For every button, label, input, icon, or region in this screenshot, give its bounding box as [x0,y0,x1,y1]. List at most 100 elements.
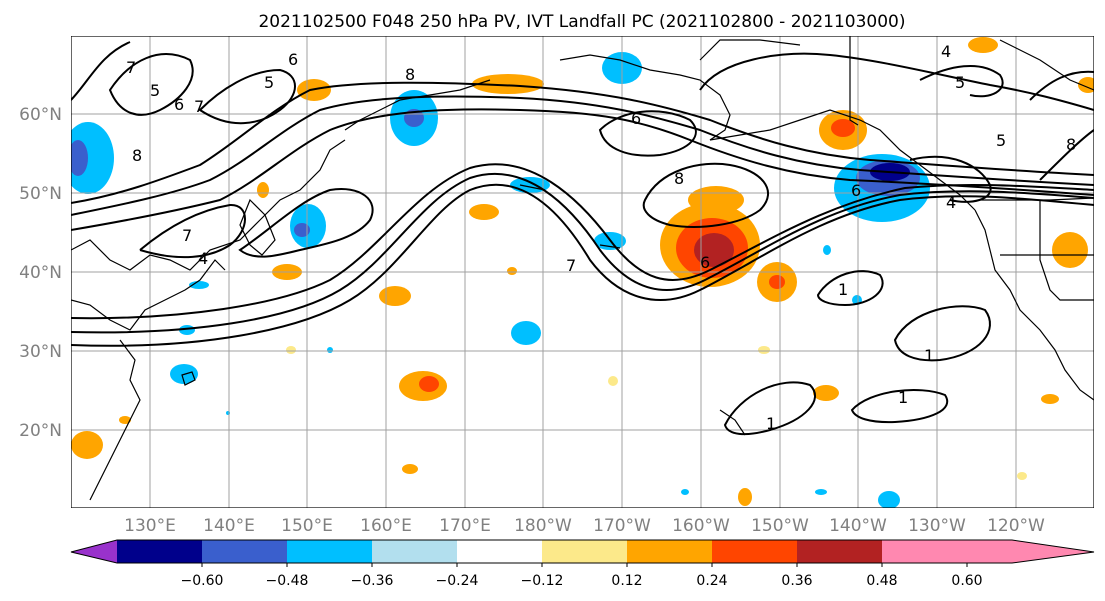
anomaly-negative [327,347,333,353]
contour-label: 1 [766,414,776,433]
contour-label: 5 [955,73,965,92]
lon-label: 170°W [593,516,651,536]
anomaly-negative [878,491,900,508]
colorbar-segment [287,540,372,563]
anomaly-positive [758,346,770,354]
anomaly-positive [1017,472,1027,480]
contour-label: 4 [198,249,208,268]
lon-label: 160°E [360,516,412,536]
map-panel: 7 5 6 7 5 6 8 8 6 8 7 4 7 6 6 4 5 8 4 5 … [71,36,1094,508]
contour-label: 1 [924,346,934,365]
anomaly-negative [71,122,114,194]
contour-label: 5 [150,81,160,100]
contour-label: 4 [941,42,951,61]
anomaly-positive [813,385,839,401]
anomaly-positive [769,275,785,289]
colorbar-tick-label: 0.12 [611,573,642,589]
colorbar-tick-label: 0.36 [781,573,812,589]
colorbar-segment [117,540,202,563]
contour-label: 7 [566,256,576,275]
anomaly-positive [507,267,517,275]
colorbar-tick-label: −0.48 [266,573,309,589]
lon-label: 120°W [987,516,1045,536]
contour-label: 7 [182,226,192,245]
colorbar-segment [202,540,287,563]
anomaly-positive [379,286,411,306]
anomaly-positive [1078,77,1094,93]
lat-label: 40°N [19,263,62,283]
colorbar-segment [627,540,712,563]
pv-contours [71,41,1094,436]
colorbar-segment [882,540,1012,563]
contour-label: 7 [194,97,204,116]
anomaly-positive [694,233,734,267]
coastlines [71,36,1094,501]
lon-label: 180°W [514,516,572,536]
lon-label: 150°W [751,516,809,536]
lon-label: 130°E [124,516,176,536]
anomaly-negative [511,321,541,345]
lon-label: 130°W [908,516,966,536]
anomaly-positive [831,119,855,137]
colorbar-segment [457,540,542,563]
contour-label: 6 [851,181,861,200]
anomaly-negative [294,223,310,237]
lat-label: 20°N [19,421,62,441]
anomaly-positive [286,346,296,354]
lon-label: 140°E [203,516,255,536]
lon-label: 170°E [439,516,491,536]
anomaly-positive [1041,394,1059,404]
anomaly-positive [472,74,544,94]
colorbar-tick-label: −0.12 [521,573,564,589]
contour-label: 8 [132,146,142,165]
anomaly-positive [968,37,998,53]
colorbar-tick-label: −0.36 [351,573,394,589]
colorbar-segment [797,540,882,563]
colorbar-tick-label: 0.24 [696,573,727,589]
lat-label: 30°N [19,342,62,362]
colorbar-tick-label: −0.24 [436,573,479,589]
anomaly-negative [189,281,209,289]
contour-label: 7 [126,58,136,77]
anomaly-negative [815,489,827,495]
colorbar-outline [70,539,1095,564]
contour-label: 8 [405,65,415,84]
anomaly-positive [1052,232,1088,268]
lon-label: 150°E [281,516,333,536]
contour-label: 6 [700,253,710,272]
anomaly-negative [681,489,689,495]
contour-label: 5 [996,131,1006,150]
colorbar-extension-high [1012,540,1094,563]
contour-label: 8 [1066,135,1076,154]
lon-label: 160°W [672,516,730,536]
contour-label: 5 [264,73,274,92]
colorbar-tick-label: 0.48 [866,573,897,589]
anomaly-negative [71,140,88,176]
longitude-labels: 130°E 140°E 150°E 160°E 170°E 180°W 170°… [124,516,1045,536]
figure-title: 2021102500 F048 250 hPa PV, IVT Landfall… [258,12,905,32]
colorbar-segment [372,540,457,563]
lat-label: 50°N [19,184,62,204]
colorbar-extension-low [71,540,117,563]
colorbar: −0.60 −0.48 −0.36 −0.24 −0.12 0.12 0.24 … [70,539,1095,589]
anomaly-positive [402,464,418,474]
contour-label: 1 [898,388,908,407]
contour-label: 8 [674,169,684,188]
contour-label: 4 [946,193,956,212]
anomaly-positive [608,376,618,386]
latitude-labels: 60°N 50°N 40°N 30°N 20°N [19,105,62,441]
lat-label: 60°N [19,105,62,125]
anomaly-positive [469,204,499,220]
anomaly-positive [419,376,439,392]
contour-label: 6 [631,109,641,128]
colorbar-segment [712,540,797,563]
lon-label: 140°W [829,516,887,536]
colorbar-tick-labels: −0.60 −0.48 −0.36 −0.24 −0.12 0.12 0.24 … [181,573,983,589]
anomaly-positive [119,416,131,424]
contour-label: 6 [288,50,298,69]
anomaly-positive [257,182,269,198]
anomaly-positive [71,431,103,459]
contour-label: 1 [838,280,848,299]
colorbar-segment [542,540,627,563]
